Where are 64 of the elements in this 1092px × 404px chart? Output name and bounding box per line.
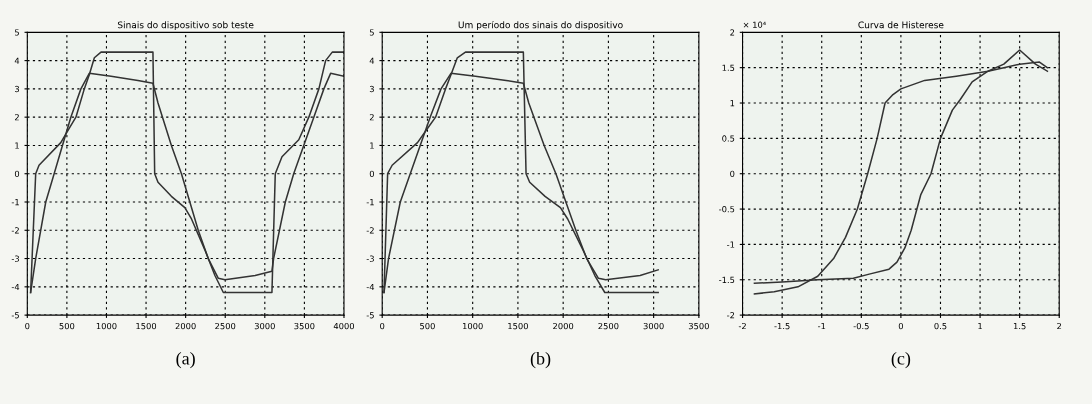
- x-tick-label: 0: [380, 322, 385, 330]
- y-tick-label: -2: [366, 227, 374, 234]
- y-tick-label: 0.5: [722, 135, 735, 142]
- x-tick-label: 2000: [553, 322, 574, 330]
- text: (a): [176, 351, 195, 369]
- x-tick-label: 0.5: [934, 322, 947, 330]
- chart-title: Sinais do dispositivo sob teste: [117, 21, 254, 31]
- x-tick-label: 1000: [462, 322, 483, 330]
- text: × 10⁴: [743, 21, 766, 28]
- x-tick-label: -0.5: [853, 322, 869, 330]
- text: (c): [891, 351, 911, 369]
- x-tick-label: 1000: [96, 322, 117, 330]
- y-tick-label: 5: [369, 29, 374, 36]
- text: (b): [530, 351, 551, 369]
- y-tick-label: -1: [727, 241, 735, 248]
- y-tick-label: -5: [11, 312, 19, 319]
- y-tick-label: 4: [14, 57, 20, 64]
- chart-title: Um período dos sinais do dispositivo: [458, 20, 623, 31]
- y-tick-label: -4: [11, 283, 20, 291]
- y-tick-label: 5: [15, 29, 19, 36]
- x-tick-label: -2: [738, 322, 746, 330]
- y-tick-label: 0: [730, 170, 735, 177]
- y-tick-label: 1: [15, 142, 19, 149]
- y-tick-label: -2: [11, 227, 19, 234]
- x-tick-label: 1500: [136, 322, 157, 330]
- x-tick-label: 2500: [598, 322, 619, 330]
- y-tick-label: 3: [14, 85, 19, 93]
- x-tick-label: 1: [978, 323, 982, 330]
- x-tick-label: 3500: [294, 322, 315, 330]
- x-tick-label: -1: [817, 323, 826, 330]
- y-tick-label: -1: [11, 199, 19, 206]
- y-tick-label: -3: [11, 255, 19, 262]
- y-tick-label: 0: [14, 170, 20, 177]
- x-tick-label: 0: [898, 322, 903, 330]
- y-tick-label: -4: [366, 283, 375, 291]
- x-tick-label: 2000: [175, 322, 196, 330]
- x-tick-label: 0: [25, 322, 30, 330]
- y-tick-label: -1: [366, 199, 374, 206]
- y-tick-label: -0.5: [719, 206, 735, 213]
- x-tick-label: 2: [1057, 322, 1062, 330]
- y-tick-label: -3: [366, 255, 374, 262]
- y-tick-label: 1: [730, 100, 735, 107]
- y-tick-label: -5: [366, 312, 374, 319]
- x-tick-label: 500: [59, 322, 75, 330]
- y-tick-label: -2: [727, 312, 735, 319]
- y-tick-label: 2: [730, 29, 735, 36]
- x-tick-label: 2500: [215, 322, 236, 330]
- x-tick-label: 500: [420, 322, 435, 330]
- y-tick-label: 1: [370, 142, 374, 149]
- y-tick-label: -1.5: [719, 276, 735, 284]
- y-tick-label: 0: [369, 170, 375, 177]
- y-tick-label: 2: [369, 114, 374, 121]
- y-tick-label: 2: [14, 114, 19, 121]
- y-tick-label: 4: [369, 57, 375, 64]
- x-tick-label: 1.5: [1013, 323, 1026, 330]
- x-tick-label: 3000: [643, 322, 664, 330]
- y-tick-label: 1.5: [722, 64, 735, 71]
- chart-title: Curva de Histerese: [858, 21, 944, 29]
- x-tick-label: -1.5: [774, 323, 790, 330]
- y-tick-label: 3: [369, 85, 374, 93]
- x-tick-label: 1500: [508, 322, 528, 330]
- x-tick-label: 4000: [333, 322, 355, 330]
- x-tick-label: 3000: [254, 322, 275, 330]
- x-tick-label: 3500: [688, 322, 709, 330]
